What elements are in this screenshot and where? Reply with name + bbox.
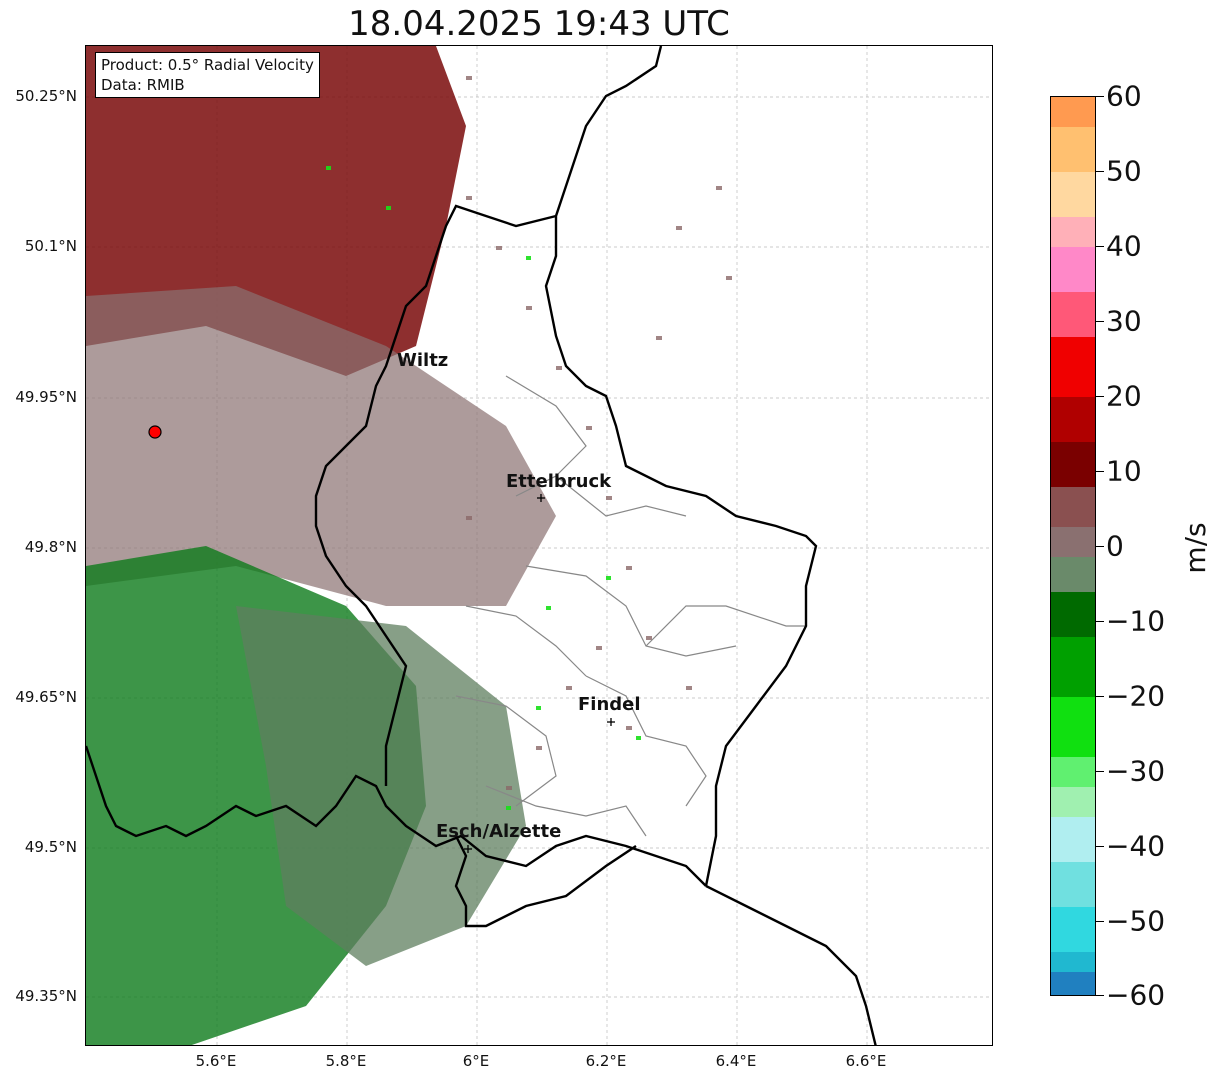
colorbar-label-40: 40 xyxy=(1106,229,1142,263)
colorbar-tick xyxy=(1096,96,1104,97)
colorbar-label-60: 60 xyxy=(1106,79,1142,113)
lat-label-49.35: 49.35°N xyxy=(15,987,77,1005)
colorbar-tick xyxy=(1096,621,1104,622)
city-label-ettelbruck: Ettelbruck xyxy=(506,471,612,492)
product-line: Product: 0.5° Radial Velocity xyxy=(101,56,314,74)
colorbar-label-minus20: −20 xyxy=(1106,679,1166,713)
colorbar-unit-label: m/s xyxy=(1179,522,1207,574)
colorbar-label-30: 30 xyxy=(1106,304,1142,338)
radar-site-marker xyxy=(148,425,162,439)
colorbar-tick xyxy=(1096,696,1104,697)
colorbar-tick xyxy=(1096,321,1104,322)
echo-near-zero-south xyxy=(236,606,526,966)
colorbar-tick xyxy=(1096,171,1104,172)
colorbar-label-20: 20 xyxy=(1106,379,1142,413)
colorbar-tick xyxy=(1096,246,1104,247)
echo-near-zero-north xyxy=(86,286,556,606)
lon-label-6.6: 6.6°E xyxy=(845,1052,887,1070)
canton-borders xyxy=(455,375,806,837)
scattered-echoes xyxy=(466,76,732,790)
colorbar-tick xyxy=(1096,921,1104,922)
colorbar-label-0: 0 xyxy=(1106,529,1124,563)
data-source-line: Data: RMIB xyxy=(101,76,185,94)
lat-label-49.95: 49.95°N xyxy=(15,388,77,406)
colorbar-label-minus30: −30 xyxy=(1106,754,1166,788)
city-label-esch-alzette: Esch/Alzette xyxy=(436,821,562,842)
velocity-colorbar xyxy=(1050,96,1096,996)
colorbar-tick xyxy=(1096,995,1104,996)
product-info-box: Product: 0.5° Radial Velocity Data: RMIB xyxy=(95,52,320,98)
lon-label-6.2: 6.2°E xyxy=(585,1052,627,1070)
colorbar-tick xyxy=(1096,846,1104,847)
colorbar-label-10: 10 xyxy=(1106,454,1142,488)
city-label-findel: Findel xyxy=(578,694,641,715)
lon-label-5.8: 5.8°E xyxy=(325,1052,367,1070)
city-markers xyxy=(464,494,615,853)
national-borders xyxy=(86,46,877,1045)
colorbar-tick xyxy=(1096,546,1104,547)
colorbar-label-minus50: −50 xyxy=(1106,904,1166,938)
colorbar-label-minus40: −40 xyxy=(1106,829,1166,863)
map-title: 18.04.2025 19:43 UTC xyxy=(348,4,730,44)
colorbar-label-50: 50 xyxy=(1106,154,1142,188)
radar-echoes xyxy=(86,46,732,1045)
lon-label-6.0: 6°E xyxy=(462,1052,490,1070)
colorbar-label-minus10: −10 xyxy=(1106,604,1166,638)
lat-label-49.65: 49.65°N xyxy=(15,688,77,706)
lat-label-50.25: 50.25°N xyxy=(15,87,77,105)
colorbar-tick xyxy=(1096,396,1104,397)
colorbar-label-minus60: −60 xyxy=(1106,978,1166,1012)
green-flecks xyxy=(326,166,641,810)
radar-map-canvas xyxy=(86,46,992,1045)
colorbar-gradient xyxy=(1051,97,1095,995)
colorbar-tick xyxy=(1096,771,1104,772)
lat-label-49.5: 49.5°N xyxy=(24,838,77,856)
lat-label-49.8: 49.8°N xyxy=(24,538,77,556)
lon-label-6.4: 6.4°E xyxy=(715,1052,757,1070)
colorbar-tick xyxy=(1096,471,1104,472)
radar-map xyxy=(85,45,993,1046)
lat-label-50.1: 50.1°N xyxy=(24,237,77,255)
lon-label-5.6: 5.6°E xyxy=(195,1052,237,1070)
city-label-wiltz: Wiltz xyxy=(397,350,449,371)
